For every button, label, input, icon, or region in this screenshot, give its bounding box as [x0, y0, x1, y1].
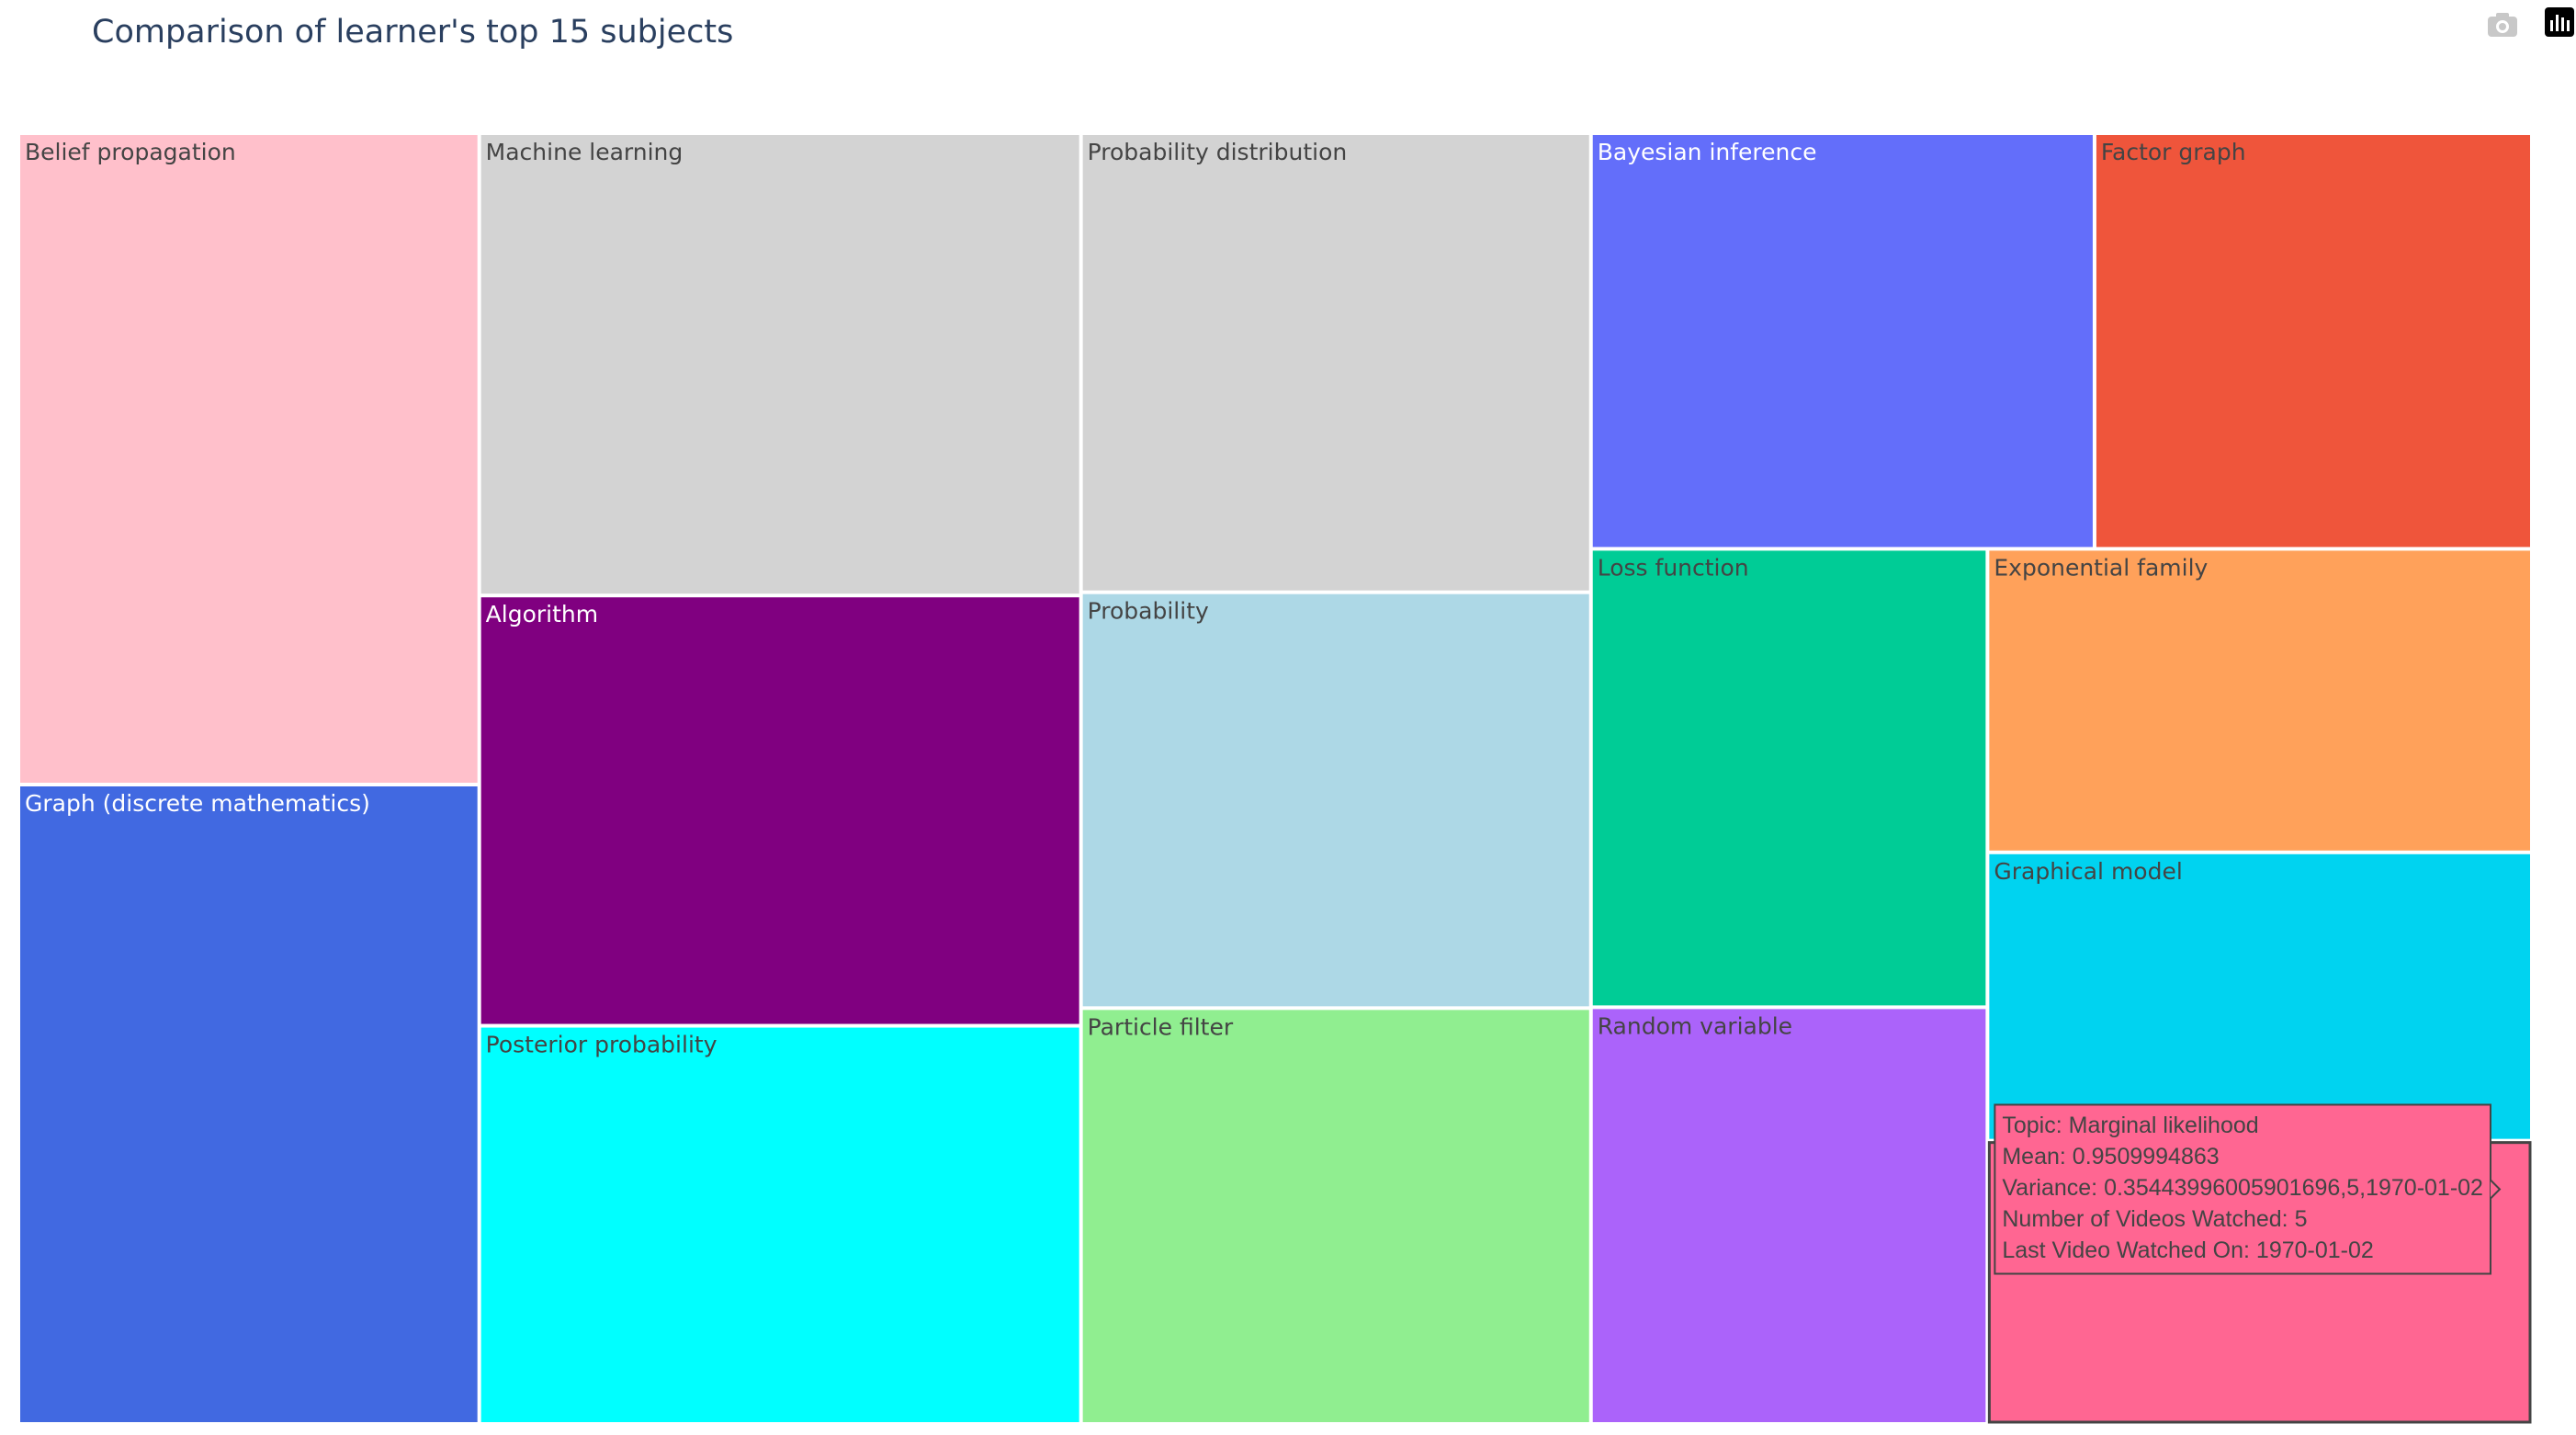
cell-rect	[1082, 1010, 1589, 1422]
treemap-cell: Machine learning	[480, 135, 1079, 594]
cell-rect	[20, 786, 478, 1422]
logo-bar	[2550, 20, 2553, 31]
treemap-cell: Loss function	[1592, 550, 1986, 1006]
treemap-cell: Bayesian inference	[1592, 135, 2093, 548]
cell-label: Graph (discrete mathematics)	[25, 790, 370, 817]
chart-title: Comparison of learner's top 15 subjects	[92, 14, 733, 51]
cell-label: Particle filter	[1088, 1013, 1234, 1040]
cell-rect	[1592, 550, 1986, 1006]
cell-rect	[1082, 593, 1589, 1007]
cell-rect	[1592, 1009, 1986, 1422]
tooltip-line: Mean: 0.9509994863	[2002, 1144, 2219, 1169]
logo-bg	[2545, 7, 2574, 37]
cell-label: Probability distribution	[1088, 139, 1348, 165]
treemap-cell: Random variable	[1592, 1009, 1986, 1422]
cell-label: Machine learning	[486, 139, 684, 165]
logo-bar	[2567, 20, 2570, 31]
treemap-cell: Factor graph	[2096, 135, 2530, 548]
cell-label: Bayesian inference	[1598, 139, 1817, 165]
cell-label: Posterior probability	[486, 1032, 717, 1058]
cell-rect	[480, 1027, 1079, 1422]
treemap-cell: Exponential family	[1989, 550, 2530, 851]
treemap-cell: Posterior probability	[480, 1027, 1079, 1422]
cell-label: Random variable	[1598, 1012, 1792, 1039]
tooltip-line: Last Video Watched On: 1970-01-02	[2002, 1237, 2373, 1263]
treemap-cell: Probability	[1082, 593, 1589, 1007]
logo-bar	[2561, 17, 2564, 31]
cell-label: Graphical model	[1994, 858, 2182, 885]
treemap-cell: Graphical model	[1989, 853, 2530, 1139]
treemap-cell: Particle filter	[1082, 1010, 1589, 1422]
cell-label: Factor graph	[2101, 139, 2246, 165]
logo-bar	[2556, 15, 2559, 31]
cell-label: Belief propagation	[25, 139, 236, 165]
treemap-cell: Graph (discrete mathematics)	[20, 786, 478, 1422]
hover-tooltip: Topic: Marginal likelihood Mean: 0.950999…	[1994, 1103, 2502, 1275]
cell-label: Algorithm	[486, 601, 598, 627]
tooltip-box	[1994, 1103, 2491, 1275]
tooltip-line: Variance: 0.35443996005901696,5,1970-01-…	[2002, 1175, 2483, 1201]
cell-rect	[1989, 853, 2530, 1139]
cell-rect	[1989, 550, 2530, 851]
cell-rect	[2096, 135, 2530, 548]
plotly-logo[interactable]	[2545, 7, 2574, 37]
tooltip-line: Topic: Marginal likelihood	[2002, 1113, 2258, 1138]
tooltip-line: Number of Videos Watched: 5	[2002, 1206, 2307, 1232]
cell-rect	[1082, 135, 1589, 591]
camera-lens-inner	[2499, 23, 2506, 30]
treemap-cell: Probability distribution	[1082, 135, 1589, 591]
camera-top	[2496, 13, 2509, 18]
cell-label: Loss function	[1598, 554, 1749, 581]
cell-rect	[1592, 135, 2093, 548]
treemap: Belief propagation Graph (discrete mathem…	[20, 135, 2532, 1424]
treemap-cell: Belief propagation	[20, 135, 478, 784]
cell-rect	[20, 135, 478, 784]
cell-label: Exponential family	[1994, 554, 2208, 581]
camera-icon[interactable]	[2488, 13, 2517, 37]
cell-rect	[480, 597, 1079, 1024]
cell-rect	[480, 135, 1079, 594]
treemap-cell: Algorithm	[480, 597, 1079, 1024]
cell-label: Probability	[1088, 598, 1209, 625]
tooltip-arrow	[2490, 1179, 2502, 1200]
